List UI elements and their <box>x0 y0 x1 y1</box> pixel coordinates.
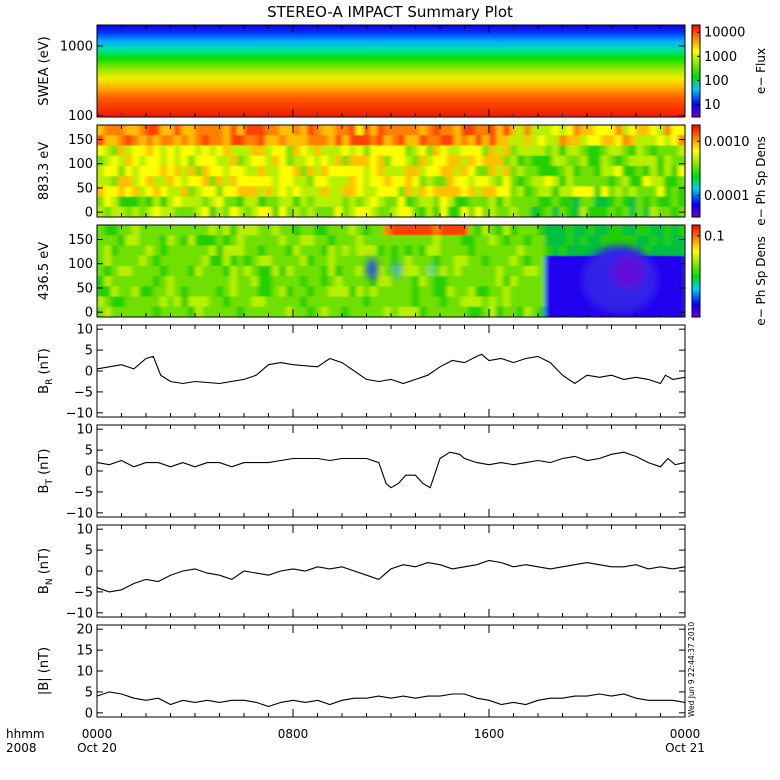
panel-bn: −10 −5 0 5 10 BN (nT) <box>37 523 686 621</box>
y-tick-label: 0 <box>85 706 93 721</box>
panel-bmag: 0 5 10 15 20 |B| (nT) <box>37 623 686 721</box>
y-tick-label: 0 <box>85 465 93 480</box>
y-axis-label: BR (nT) <box>37 348 55 394</box>
y-tick-label: −5 <box>74 585 93 600</box>
panel-swea: 100 1000 SWEA (eV) <box>37 24 686 124</box>
y-tick-label: 1000 <box>60 39 93 54</box>
y-tick-label: 0 <box>85 365 93 380</box>
panel-pad883: 0 50 100 150 883.3 eV <box>37 124 686 221</box>
y-tick-label: 10 <box>76 423 93 438</box>
y-tick-label: 5 <box>85 685 93 700</box>
timestamp: Wed Jun 9 22:44:37 2010 <box>687 622 696 717</box>
panel-frame <box>96 424 686 518</box>
colorbar-tick-label: 100 <box>704 74 729 89</box>
colorbar-tick-label: 10 <box>704 98 721 113</box>
y-tick-label: −10 <box>66 406 93 421</box>
y-axis-label: 436.5 eV <box>37 242 52 300</box>
y-axis-label: BN (nT) <box>37 548 55 594</box>
y-tick-label: 100 <box>68 257 93 272</box>
y-tick-label: 0 <box>85 565 93 580</box>
colorbar-tick-label: 1000 <box>704 50 737 65</box>
y-tick-label: 0 <box>85 206 93 221</box>
colorbar-tick-label: 10000 <box>704 26 745 41</box>
time-tick-date: Oct 21 <box>665 741 705 755</box>
series-line-bt <box>96 451 686 489</box>
y-tick-label: 150 <box>68 133 93 148</box>
time-tick-date: Oct 20 <box>77 741 117 755</box>
y-tick-label: 5 <box>85 544 93 559</box>
colorbar-tick-label: 0.0010 <box>704 135 750 150</box>
panel-br: −10 −5 0 5 10 BR (nT) <box>37 323 686 421</box>
heatmap-field <box>97 25 685 117</box>
heatmap-pad883 <box>97 125 685 217</box>
series-line-br <box>96 353 686 385</box>
series-line-bmag <box>96 691 686 708</box>
y-tick-label: 0 <box>85 306 93 321</box>
time-row-label: hhmm <box>6 727 45 741</box>
colorbar-pad436: 0.1 e− Ph Sp Dens <box>691 224 768 326</box>
time-tick-label: 1600 <box>474 727 505 741</box>
panel-frame <box>96 624 686 718</box>
chart-title: STEREO-A IMPACT Summary Plot <box>267 3 513 21</box>
y-tick-label: −5 <box>74 385 93 400</box>
panel-pad436: 0 50 100 150 436.5 eV <box>37 224 686 321</box>
y-axis-label: SWEA (eV) <box>37 36 52 105</box>
y-tick-label: 15 <box>76 644 93 659</box>
colorbar-tick-label: 0.1 <box>704 229 725 244</box>
panel-frame <box>96 324 686 418</box>
y-axis-label: BT (nT) <box>37 449 55 494</box>
colorbar-pad883: 0.0010 0.0001 e− Ph Sp Dens <box>691 124 768 226</box>
colorbar-bar <box>691 24 701 118</box>
y-tick-label: 100 <box>68 157 93 172</box>
heatmap-pad436 <box>97 225 685 317</box>
y-tick-label: 50 <box>76 181 93 196</box>
y-tick-label: 20 <box>76 623 93 638</box>
colorbar-bar <box>691 224 701 318</box>
y-tick-label: −5 <box>74 485 93 500</box>
y-tick-label: 50 <box>76 281 93 296</box>
colorbar-bar <box>691 124 701 218</box>
y-tick-label: 150 <box>68 233 93 248</box>
y-tick-label: 5 <box>85 344 93 359</box>
colorbar-label: e− Ph Sp Dens <box>754 236 768 325</box>
time-year-label: 2008 <box>6 741 37 755</box>
colorbar-swea: 10000 1000 100 10 e− Flux <box>691 24 768 118</box>
y-tick-label: −10 <box>66 606 93 621</box>
time-tick-label: 0000 <box>670 727 701 741</box>
colorbar-label: e− Ph Sp Dens <box>754 136 768 225</box>
time-tick-label: 0000 <box>82 727 113 741</box>
y-tick-label: 10 <box>76 665 93 680</box>
y-tick-label: 10 <box>76 323 93 338</box>
y-axis-label: 883.3 eV <box>37 142 52 200</box>
y-tick-label: 10 <box>76 523 93 538</box>
colorbar-label: e− Flux <box>754 48 768 94</box>
heatmap-swea <box>97 25 685 117</box>
y-axis-label: |B| (nT) <box>37 647 52 695</box>
y-tick-label: −10 <box>66 506 93 521</box>
y-tick-label: 5 <box>85 444 93 459</box>
series-line-bn <box>96 559 686 593</box>
y-tick-label: 100 <box>68 109 93 124</box>
panel-bt: −10 −5 0 5 10 BT (nT) <box>37 423 686 521</box>
colorbar-tick-label: 0.0001 <box>704 189 750 204</box>
time-tick-label: 0800 <box>278 727 309 741</box>
